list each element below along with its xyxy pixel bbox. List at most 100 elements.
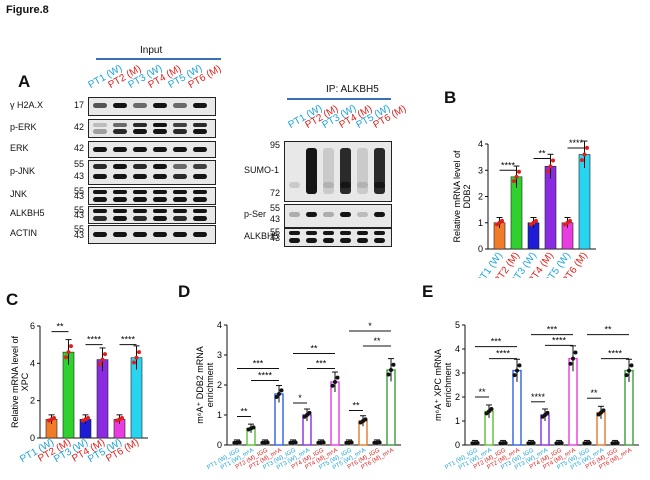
y-tick-label: 1 xyxy=(217,410,222,420)
ip-band xyxy=(323,182,334,188)
input-blot-strip xyxy=(88,187,216,205)
significance-label: *** xyxy=(316,359,327,369)
ip-band xyxy=(340,231,351,235)
ip-band xyxy=(289,212,300,217)
ip-band xyxy=(289,231,300,235)
y-tick-label: 3 xyxy=(455,368,460,378)
input-mw-markers: 17 xyxy=(64,99,84,110)
data-point xyxy=(391,362,396,367)
input-mw-label: 55 xyxy=(73,205,84,215)
ip-band xyxy=(357,212,368,217)
ip-band xyxy=(357,231,368,235)
y-axis-label: m⁶A⁺ DDB2 mRNAenrichment xyxy=(195,346,215,423)
input-blot-strip xyxy=(88,206,216,224)
input-blot-strip xyxy=(88,119,216,138)
data-point xyxy=(514,174,519,179)
data-point xyxy=(582,152,587,157)
significance-label: ** xyxy=(478,387,486,397)
input-mw-markers: 55 43 xyxy=(64,206,84,220)
ip-header-line xyxy=(287,98,391,100)
input-mw-label: 55 xyxy=(73,224,84,234)
input-band xyxy=(153,197,167,202)
data-point xyxy=(100,357,105,362)
input-band xyxy=(153,129,167,134)
input-band xyxy=(93,164,107,169)
data-point xyxy=(69,344,73,349)
ip-band xyxy=(357,182,368,188)
significance-label: ** xyxy=(373,336,381,346)
input-band xyxy=(193,190,207,194)
input-band xyxy=(133,129,147,134)
input-band xyxy=(193,164,207,169)
input-band xyxy=(193,197,207,202)
ip-band xyxy=(323,231,334,235)
data-point xyxy=(333,380,337,384)
data-point xyxy=(279,388,284,393)
panel-label-b: B xyxy=(444,88,457,107)
significance-label: ** xyxy=(538,148,546,158)
input-mw-label: 17 xyxy=(73,99,84,110)
significance-label: *** xyxy=(491,337,502,347)
data-point xyxy=(66,350,71,355)
input-band xyxy=(113,147,127,152)
data-point xyxy=(615,440,620,445)
input-band xyxy=(133,103,147,108)
ip-band xyxy=(357,148,368,194)
y-tick-label: 4 xyxy=(478,139,483,149)
data-point xyxy=(568,361,573,366)
ip-band xyxy=(289,182,300,188)
y-tick-label: 1 xyxy=(478,218,483,228)
significance-label: ** xyxy=(352,401,360,411)
ip-band xyxy=(306,238,317,243)
ip-band xyxy=(323,238,334,243)
input-band xyxy=(113,164,127,169)
figure-title: Figure.8 xyxy=(6,4,49,16)
input-band xyxy=(153,216,167,221)
significance-label: **** xyxy=(258,371,273,381)
data-point xyxy=(487,409,491,414)
ip-mw-label: 55 xyxy=(269,227,280,237)
input-band xyxy=(173,129,187,134)
input-band xyxy=(113,129,127,134)
ip-mw-label: 55 xyxy=(269,203,280,213)
ip-band xyxy=(374,182,385,188)
input-blot-strip xyxy=(88,141,216,158)
y-tick-label: 5 xyxy=(455,320,460,330)
data-point xyxy=(389,368,393,372)
data-point xyxy=(573,350,578,355)
input-band xyxy=(113,209,127,213)
y-tick-label: 2 xyxy=(30,396,35,406)
input-mw-markers: 55 43 xyxy=(64,225,84,240)
data-point xyxy=(489,407,494,412)
input-band xyxy=(113,197,127,202)
significance-label: * xyxy=(368,321,372,331)
significance-label: **** xyxy=(608,349,623,359)
input-band xyxy=(193,216,207,221)
bar xyxy=(578,154,591,250)
input-band xyxy=(133,123,147,127)
ip-band xyxy=(374,238,385,243)
y-tick-label: 0 xyxy=(455,440,460,450)
data-point xyxy=(531,440,536,445)
y-axis-label-line: Relative mRNA level of xyxy=(452,150,462,243)
y-tick-label: 3 xyxy=(478,165,483,175)
input-band xyxy=(173,123,187,127)
input-band xyxy=(133,174,147,179)
ip-blot-strip xyxy=(284,228,392,247)
data-point xyxy=(559,440,564,445)
ip-band xyxy=(340,212,351,217)
data-point xyxy=(377,440,382,445)
input-band xyxy=(133,147,147,152)
ip-band xyxy=(340,238,351,243)
data-point xyxy=(624,373,629,378)
data-point xyxy=(98,362,102,367)
input-mw-label: 55 xyxy=(73,186,84,196)
input-mw-label: 43 xyxy=(73,210,84,220)
input-band xyxy=(93,190,107,194)
data-point xyxy=(512,179,516,184)
significance-label: **** xyxy=(569,138,584,148)
y-axis-label-line: m⁶A⁺ XPC mRNA xyxy=(433,349,443,421)
ip-row-label: p-Ser xyxy=(244,209,267,219)
